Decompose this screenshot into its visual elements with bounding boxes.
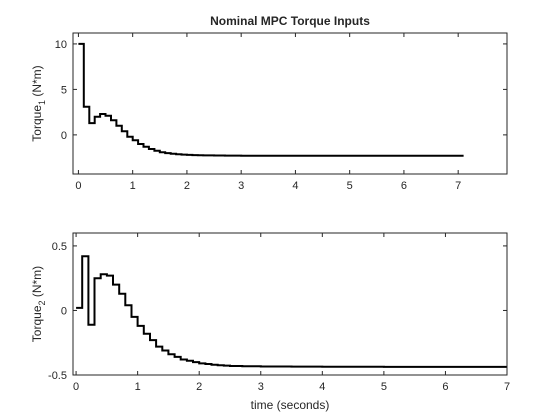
x-axis-label: time (seconds) (251, 398, 330, 412)
x-tick-label: 0 (75, 180, 81, 192)
y-axis-label-main: Torque (30, 105, 44, 142)
x-tick-label: 4 (319, 381, 325, 393)
axis-ticks: 0 1 2 3 4 5 6 7 0 5 10 (55, 33, 507, 192)
y-tick-label: 0 (61, 130, 67, 142)
y-axis-label-unit: (N*m) (30, 266, 44, 301)
series-group (76, 255, 507, 368)
x-tick-label: 5 (381, 381, 387, 393)
x-tick-label: 3 (238, 180, 244, 192)
y-tick-label: -0.5 (48, 370, 67, 382)
series-group (78, 42, 464, 157)
series-line (78, 42, 464, 157)
y-axis-label: Torque1 (N*m) (30, 65, 47, 141)
y-axis-label: Torque2 (N*m) (30, 266, 47, 342)
y-tick-label: 5 (61, 84, 67, 96)
x-tick-label: 7 (504, 381, 510, 393)
y-axis-label-unit: (N*m) (30, 65, 44, 100)
y-axis-label-subscript: 2 (37, 300, 47, 305)
x-tick-label: 2 (184, 180, 190, 192)
chart-title: Nominal MPC Torque Inputs (210, 14, 370, 28)
axes-frame (72, 32, 508, 175)
series-line (76, 255, 507, 368)
y-axis-label-subscript: 1 (37, 100, 47, 105)
x-tick-label: 1 (130, 180, 136, 192)
x-tick-label: 1 (135, 381, 141, 393)
x-tick-label: 5 (347, 180, 353, 192)
x-tick-label: 6 (401, 180, 407, 192)
x-tick-label: 6 (442, 381, 448, 393)
axes-frame (72, 232, 508, 376)
subplot-torque-2: 0 1 2 3 4 5 6 7-0.500.5 Torque2 (N*m) time (sec… (30, 232, 510, 412)
axis-ticks: 0 1 2 3 4 5 6 7 -0.5 0 0.5 (48, 233, 510, 393)
x-tick-label: 7 (455, 180, 461, 192)
x-tick-label: 3 (258, 381, 264, 393)
x-tick-label: 0 (73, 381, 79, 393)
y-tick-label: 0 (61, 305, 67, 317)
y-axis-label-main: Torque (30, 305, 44, 342)
x-tick-label: 2 (196, 381, 202, 393)
subplot-torque-1: Nominal MPC Torque Inputs 0 1 2 3 4 5 6 7 0 5 10 T… (30, 14, 508, 192)
y-tick-label: 0.5 (52, 241, 67, 253)
x-tick-label: 4 (292, 180, 298, 192)
y-tick-label: 10 (55, 39, 67, 51)
